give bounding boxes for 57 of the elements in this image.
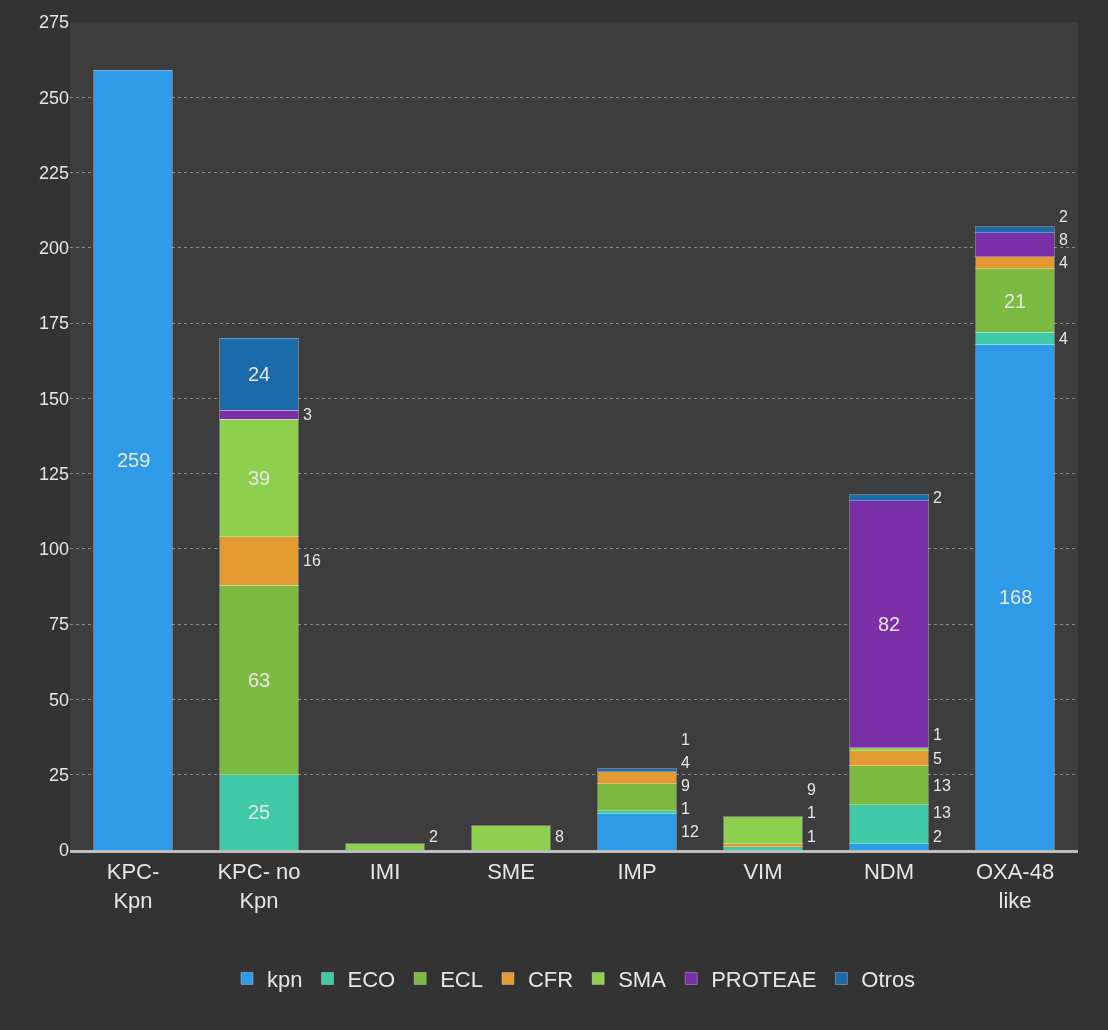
legend-label: PROTEAE [711, 967, 817, 993]
legend-label: SMA [618, 967, 667, 993]
y-tick-label: 75 [48, 614, 69, 635]
data-label: 9 [807, 781, 816, 798]
x-tick-label: KPC- no Kpn [217, 859, 301, 913]
data-label: 82 [878, 613, 901, 635]
data-label: 1 [807, 804, 816, 821]
data-label: 5 [933, 750, 942, 767]
data-label: 2 [429, 828, 438, 845]
legend-label: kpn [267, 967, 303, 993]
data-label: 25 [248, 801, 271, 823]
x-tick-label: OXA-48 like [975, 859, 1055, 913]
y-tick-label: 275 [38, 12, 69, 33]
data-label: 21 [1004, 290, 1027, 312]
data-label: 2 [933, 828, 942, 845]
data-label: 1 [681, 800, 690, 817]
y-tick-label: 50 [48, 689, 69, 710]
data-label: 63 [248, 669, 271, 691]
data-label: 4 [681, 754, 690, 771]
data-label: 8 [555, 828, 564, 845]
data-label: 1 [807, 828, 816, 845]
y-tick-label: 250 [38, 87, 69, 108]
data-label: 4 [1059, 254, 1068, 271]
legend-label: ECO [347, 967, 396, 993]
data-label: 16 [303, 552, 321, 569]
x-tick-label: VIM [743, 859, 783, 885]
data-label: 2 [1059, 208, 1068, 225]
y-tick-label: 150 [38, 388, 69, 409]
data-label: 4 [1059, 330, 1068, 347]
data-label: 13 [933, 804, 951, 821]
y-tick-label: 225 [38, 162, 69, 183]
data-label: 1 [933, 726, 942, 743]
data-label: 168 [999, 586, 1033, 608]
data-label: 24 [248, 363, 271, 385]
legend-label: ECL [440, 967, 483, 993]
data-label: 1 [681, 731, 690, 748]
data-label: 2 [933, 489, 942, 506]
data-label: 259 [117, 449, 151, 471]
y-tick-label: 25 [48, 765, 69, 786]
data-label: 13 [933, 777, 951, 794]
y-tick-label: 125 [38, 463, 69, 484]
legend-label: Otros [861, 967, 916, 993]
y-tick-label: 200 [38, 238, 69, 259]
data-label: 12 [681, 823, 699, 840]
x-tick-label: IMP [617, 859, 657, 885]
data-label: 3 [303, 406, 312, 423]
x-tick-label: KPC- Kpn [106, 859, 160, 913]
y-tick-label: 175 [38, 313, 69, 334]
data-label: 39 [248, 467, 271, 489]
x-tick-label: NDM [863, 859, 915, 885]
y-tick-label: 0 [58, 840, 69, 861]
y-tick-label: 100 [38, 539, 69, 560]
x-tick-label: IMI [369, 859, 401, 885]
data-label: 8 [1059, 231, 1068, 248]
x-tick-label: SME [487, 859, 535, 885]
data-label: 9 [681, 777, 690, 794]
legend-label: CFR [527, 967, 574, 993]
